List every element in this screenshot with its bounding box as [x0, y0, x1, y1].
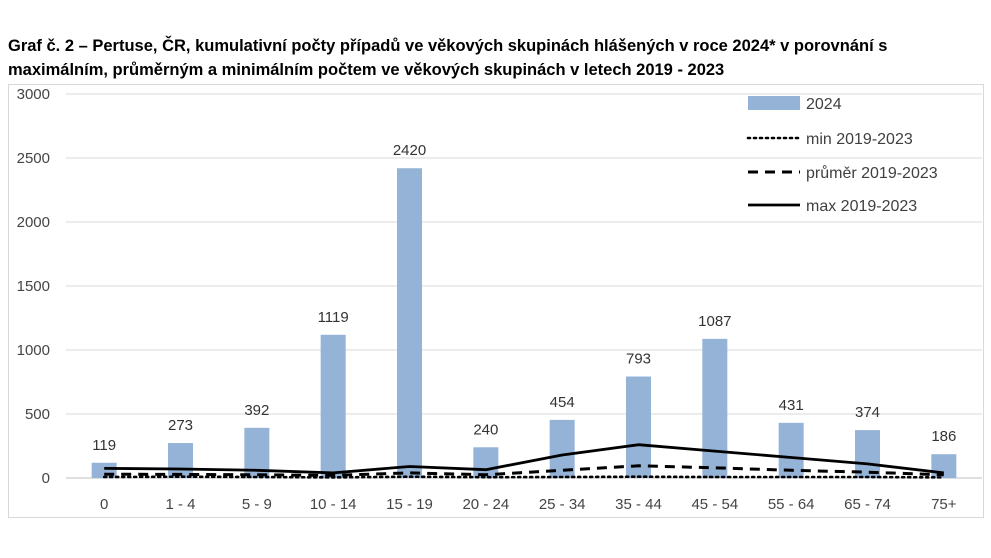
bar-data-label: 273	[168, 417, 193, 434]
bar-data-label: 2420	[393, 142, 426, 159]
bar-20-24	[473, 447, 499, 478]
x-tick-label: 45 - 54	[691, 496, 738, 513]
legend-label: 2024	[806, 96, 842, 113]
x-tick-label: 75+	[931, 496, 957, 513]
bar-45-54	[702, 338, 728, 478]
legend: 2024 min 2019-2023 průměr 2019-2023 max 201…	[746, 96, 938, 215]
y-tick-label: 500	[25, 406, 50, 423]
x-tick-label: 20 - 24	[462, 496, 509, 513]
line-series	[102, 443, 946, 479]
legend-label: min 2019-2023	[806, 131, 913, 148]
legend-swatch-bar	[748, 96, 800, 110]
x-tick-label: 10 - 14	[310, 496, 357, 513]
bar-data-label: 1119	[318, 309, 349, 326]
chart-title: Graf č. 2 – Pertuse, ČR, kumulativní poč…	[8, 37, 888, 79]
y-axis-tick-labels: 0 500 1000 1500 2000 2500 3000	[17, 86, 50, 487]
y-tick-label: 2500	[17, 150, 50, 167]
legend-label: průměr 2019-2023	[806, 164, 938, 182]
gridlines	[66, 93, 982, 479]
bar-data-label: 119	[92, 437, 116, 454]
bar-series-2024	[91, 168, 957, 479]
bar-65-74	[855, 430, 880, 478]
bar-data-label: 374	[855, 404, 880, 421]
bar-data-label: 186	[931, 428, 956, 445]
bar-15-19	[397, 168, 422, 479]
line-solid	[104, 443, 944, 475]
x-axis-tick-labels: 0 1 - 4 5 - 9 10 - 14 15 - 19 20 - 24 25 - 34 3…	[100, 496, 957, 513]
bar-35-44	[626, 376, 651, 478]
x-tick-label: 35 - 44	[615, 496, 662, 513]
chart-frame	[8, 84, 984, 518]
line-dashed	[104, 464, 944, 477]
bar-data-labels: 119 273 392 1119 2420 240 454 793 1087 431 374 186	[92, 142, 956, 454]
x-tick-label: 0	[100, 496, 108, 513]
bar-data-label: 793	[626, 350, 651, 367]
bar-data-label: 240	[473, 421, 498, 438]
x-tick-label: 5 - 9	[242, 496, 272, 513]
bar-1-4	[168, 443, 193, 478]
y-tick-label: 0	[42, 470, 50, 487]
bar-data-label: 431	[779, 397, 804, 414]
bar-75+	[931, 454, 957, 478]
y-tick-label: 1500	[17, 278, 50, 295]
y-tick-label: 3000	[17, 86, 50, 103]
bar-data-label: 454	[550, 394, 575, 411]
bar-data-label: 392	[244, 402, 269, 419]
legend-label: max 2019-2023	[806, 198, 917, 215]
bar-data-label: 1087	[698, 313, 731, 330]
x-tick-label: 55 - 64	[768, 496, 815, 513]
y-tick-label: 2000	[17, 214, 50, 231]
line-dotted	[102, 475, 946, 479]
bar-10-14	[320, 334, 346, 478]
y-tick-label: 1000	[17, 342, 50, 359]
x-tick-label: 15 - 19	[386, 496, 433, 513]
x-tick-label: 1 - 4	[165, 496, 195, 513]
x-tick-label: 25 - 34	[539, 496, 586, 513]
x-tick-label: 65 - 74	[844, 496, 891, 513]
